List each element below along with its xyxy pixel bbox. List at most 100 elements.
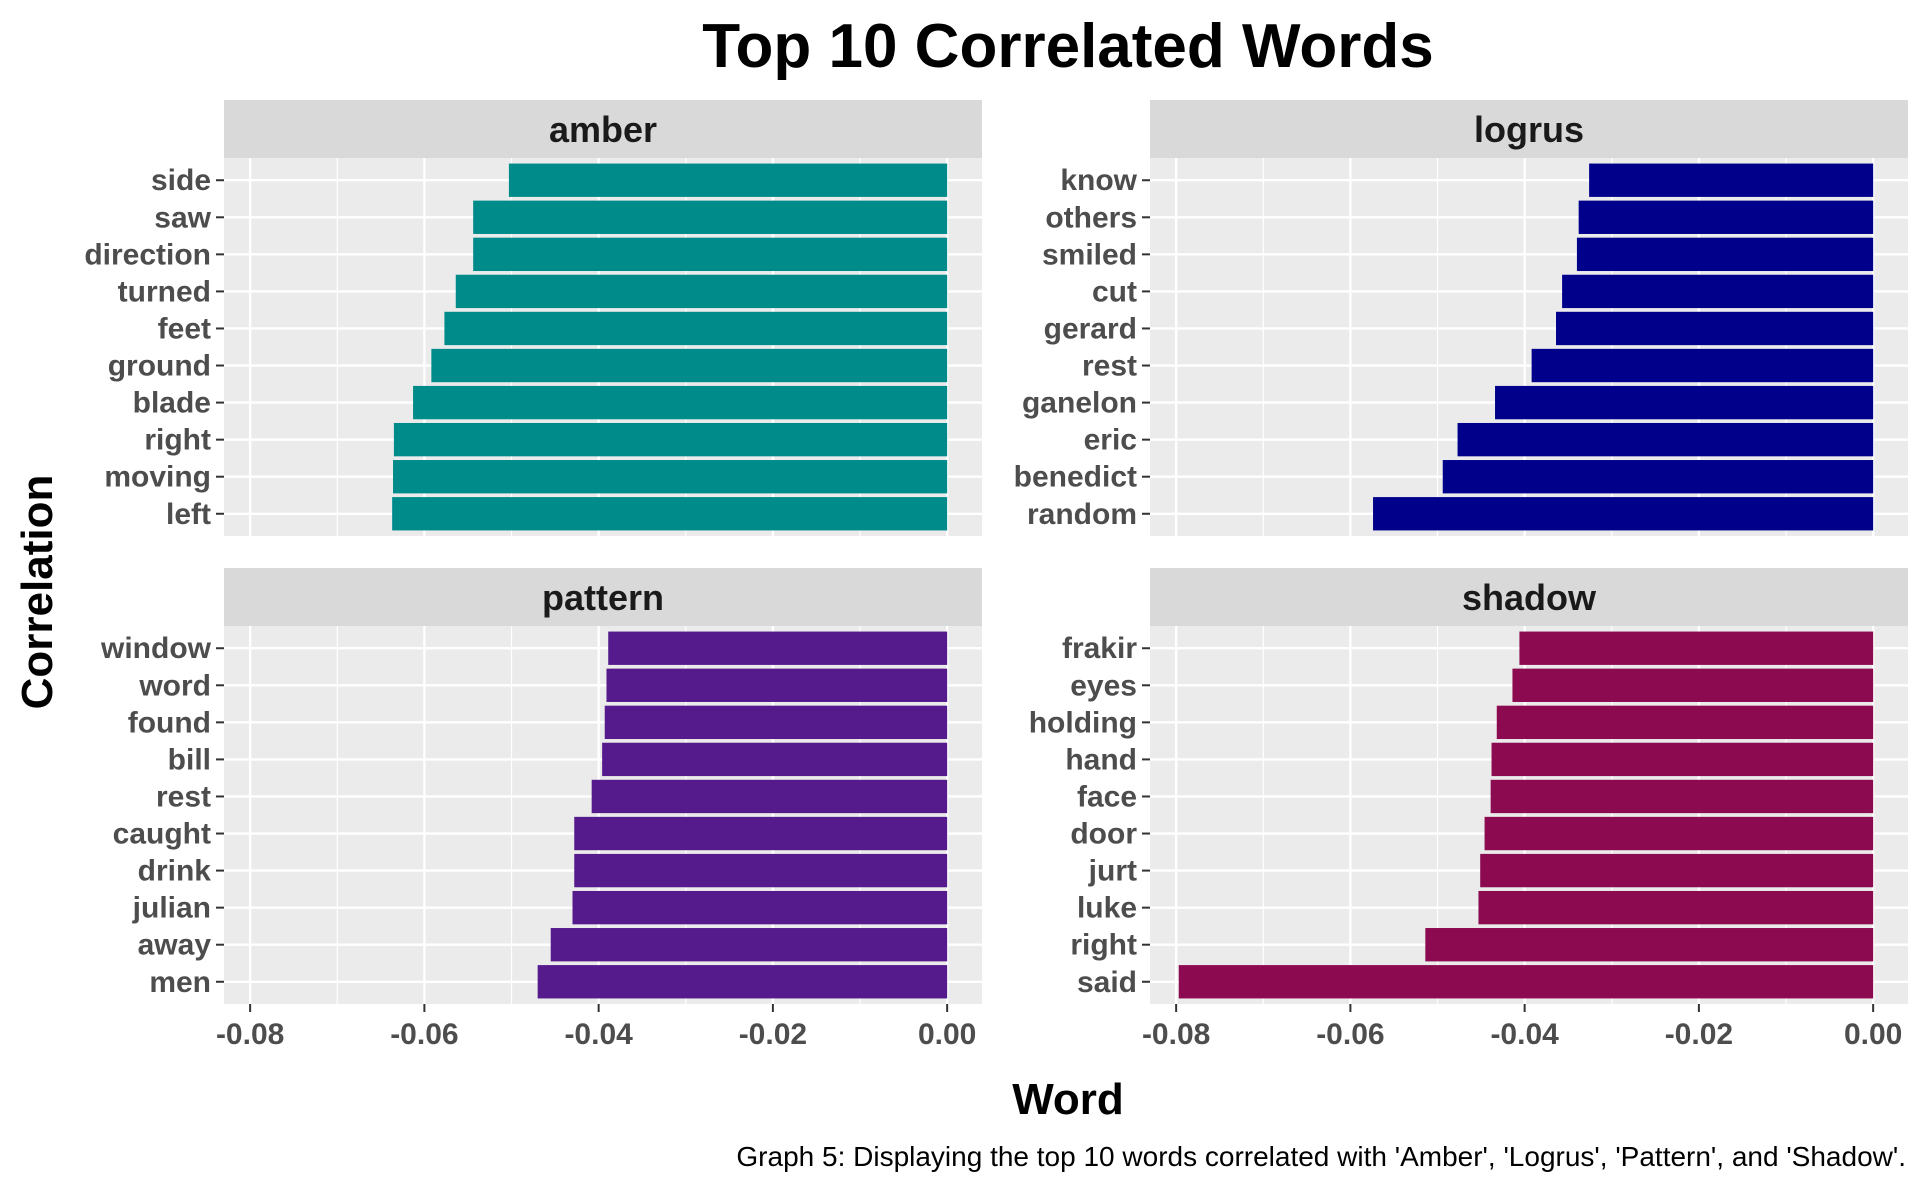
y-tick-label: smiled (1042, 238, 1137, 271)
y-tick-label: side (151, 164, 211, 197)
y-tick-label: door (1070, 818, 1137, 851)
facet-strip-label: logrus (1474, 109, 1584, 150)
y-tick-label: others (1045, 201, 1137, 234)
bar-pattern-julian (572, 890, 948, 925)
y-tick-label: moving (104, 461, 211, 494)
facet-panel-logrus: logrus know others smiled cut gerard rest ganel… (1014, 100, 1908, 536)
chart-caption: Graph 5: Displaying the top 10 words cor… (736, 1141, 1906, 1172)
bar-shadow-jurt (1480, 853, 1874, 888)
x-tick-label: 0.00 (1844, 1018, 1902, 1051)
bar-logrus-ganelon (1495, 385, 1874, 420)
bar-shadow-right (1425, 928, 1874, 962)
y-tick-label: direction (84, 238, 211, 271)
y-tick-label: said (1077, 966, 1137, 999)
bar-pattern-bill (602, 742, 948, 777)
y-tick-label: away (138, 929, 212, 962)
facet-strip (224, 568, 982, 626)
y-tick-label: window (100, 632, 212, 665)
facet-panel-pattern: pattern window word found bill rest caught drin… (100, 568, 982, 1051)
bar-amber-ground (431, 348, 948, 383)
y-tick-label: holding (1029, 706, 1137, 739)
bar-shadow-frakir (1519, 631, 1874, 665)
bar-pattern-men (537, 965, 948, 999)
bar-amber-feet (444, 311, 948, 346)
facet-strip-label: amber (549, 109, 657, 150)
bar-amber-blade (413, 385, 948, 420)
x-tick-label: -0.06 (390, 1018, 458, 1051)
y-tick-label: left (166, 498, 211, 531)
bar-amber-turned (455, 274, 948, 309)
facet-panels: amber side saw direction turned feet ground bla… (84, 100, 1908, 1051)
x-tick-label: -0.02 (739, 1018, 807, 1051)
x-tick-label: 0.00 (918, 1018, 976, 1051)
y-tick-label: word (138, 669, 211, 702)
bar-amber-side (508, 163, 948, 197)
y-tick-label: bill (168, 743, 211, 776)
y-tick-label: benedict (1014, 461, 1137, 494)
y-tick-label: hand (1065, 743, 1137, 776)
y-tick-label: jurt (1088, 855, 1137, 888)
x-tick-label: -0.06 (1316, 1018, 1384, 1051)
facet-strip-label: shadow (1462, 577, 1597, 618)
x-axis-title: Word (1012, 1075, 1124, 1124)
bar-pattern-away (550, 928, 948, 962)
bar-pattern-found (604, 705, 948, 740)
y-axis-title: Correlation (13, 475, 62, 710)
bar-logrus-know (1589, 163, 1874, 197)
bar-pattern-caught (574, 816, 948, 851)
bar-logrus-random (1373, 497, 1874, 531)
y-tick-label: saw (154, 201, 211, 234)
bar-shadow-eyes (1512, 668, 1874, 702)
y-tick-label: caught (113, 818, 211, 851)
facet-panel-shadow: shadow frakir eyes holding hand face door jurt l… (1029, 568, 1908, 1051)
y-tick-label: rest (1082, 350, 1137, 383)
bar-shadow-holding (1496, 705, 1874, 740)
y-tick-label: found (128, 706, 211, 739)
x-tick-label: -0.02 (1665, 1018, 1733, 1051)
y-tick-label: eyes (1070, 669, 1137, 702)
y-tick-label: know (1060, 164, 1137, 197)
y-tick-label: frakir (1062, 632, 1137, 665)
bar-shadow-door (1484, 816, 1874, 851)
bar-pattern-drink (574, 853, 948, 888)
bar-amber-direction (473, 237, 948, 272)
facet-strip (1150, 100, 1908, 158)
y-tick-label: eric (1084, 424, 1137, 457)
facet-panel-amber: amber side saw direction turned feet ground bla… (84, 100, 982, 536)
y-tick-label: luke (1077, 892, 1137, 925)
chart-title: Top 10 Correlated Words (702, 12, 1434, 81)
bar-pattern-rest (591, 779, 948, 814)
y-tick-label: drink (138, 855, 212, 888)
y-tick-label: gerard (1044, 312, 1137, 345)
bar-shadow-hand (1491, 742, 1874, 777)
y-tick-label: random (1027, 498, 1137, 531)
bar-amber-left (392, 497, 948, 531)
bar-logrus-cut (1562, 274, 1874, 309)
y-tick-label: men (149, 966, 211, 999)
bar-logrus-gerard (1556, 311, 1874, 346)
y-tick-label: ground (108, 350, 211, 383)
bar-shadow-face (1490, 779, 1874, 814)
y-tick-label: right (1070, 929, 1137, 962)
bar-logrus-benedict (1442, 460, 1874, 494)
x-tick-label: -0.04 (1490, 1018, 1559, 1051)
bar-shadow-luke (1478, 890, 1874, 925)
x-tick-label: -0.08 (1142, 1018, 1210, 1051)
facet-strip (224, 100, 982, 158)
y-tick-label: turned (118, 275, 211, 308)
y-tick-label: rest (156, 780, 211, 813)
bar-logrus-eric (1457, 422, 1874, 457)
facet-strip (1150, 568, 1908, 626)
bar-amber-moving (393, 460, 948, 494)
bar-logrus-smiled (1576, 237, 1874, 272)
y-tick-label: ganelon (1022, 387, 1137, 420)
x-tick-label: -0.04 (564, 1018, 633, 1051)
bar-logrus-others (1578, 200, 1874, 234)
bar-logrus-rest (1531, 348, 1874, 383)
y-tick-label: cut (1092, 275, 1137, 308)
facet-strip-label: pattern (542, 577, 664, 618)
bar-pattern-word (606, 668, 948, 702)
y-tick-label: right (144, 424, 211, 457)
bar-amber-right (393, 422, 948, 457)
